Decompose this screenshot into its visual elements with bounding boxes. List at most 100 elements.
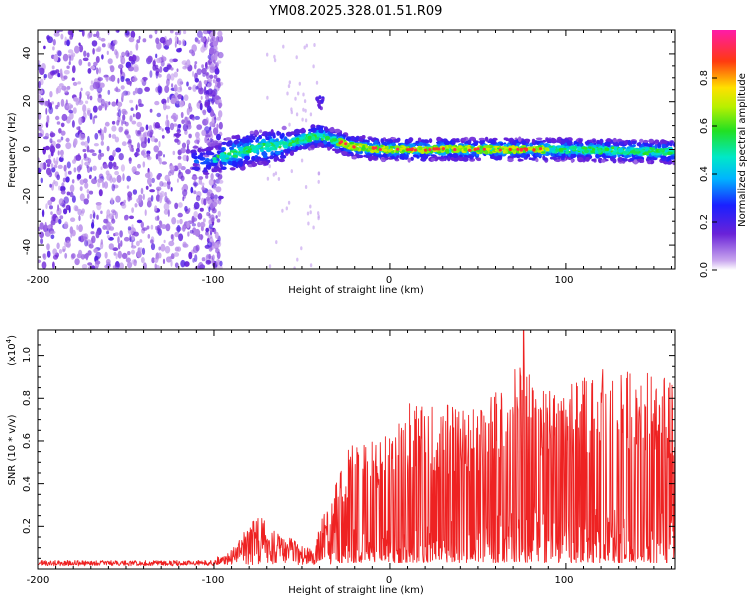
spectrogram-cell [86, 166, 91, 173]
spectrogram-cell [229, 167, 236, 171]
spectrogram-cell [642, 139, 649, 143]
spectrogram-cell [276, 131, 282, 136]
spectrogram-cell [99, 152, 105, 157]
spectrogram-cell [512, 148, 516, 152]
spectrogram-cell [98, 189, 103, 197]
spectrogram-cell [127, 251, 131, 256]
spectrogram-cell [65, 240, 71, 249]
spectrogram-cell [605, 152, 609, 156]
spectrogram-cell [291, 143, 297, 146]
spectrogram-cell [172, 123, 178, 127]
spectrogram-cell [122, 120, 127, 125]
spectrogram-cell [144, 86, 151, 92]
spectrogram-cell [275, 142, 280, 146]
spectrogram-cell [612, 137, 617, 143]
spectrogram-cell [87, 250, 92, 256]
spectrogram-cell [121, 203, 127, 209]
spectrogram-cell [529, 148, 533, 151]
spectrogram-cell [166, 129, 171, 134]
spectrogram-cell [198, 100, 202, 104]
spectrogram-cell [164, 245, 171, 254]
spectrogram-cell [132, 77, 138, 82]
spectrogram-cell [165, 119, 170, 128]
spectrogram-cell [137, 130, 141, 135]
spectrogram-cell [121, 51, 126, 57]
spectrogram-cell [186, 143, 189, 152]
spectrogram-cell [173, 252, 180, 257]
spectrogram-cell [166, 256, 172, 263]
spectrogram-cell [97, 130, 101, 134]
spectrogram-cell [285, 206, 288, 211]
spectrogram-cell [133, 262, 137, 267]
spectrogram-cell [650, 148, 654, 151]
spectrogram-cell [300, 127, 306, 133]
spectrogram-cell [258, 135, 262, 140]
spectrogram-cell [622, 150, 627, 154]
spectrogram-cell [93, 115, 98, 119]
spectrogram-cell [634, 148, 640, 152]
spectrogram-cell [461, 137, 467, 142]
spectrogram-cell [208, 178, 214, 186]
spectrogram-cell [306, 211, 310, 216]
spectrogram-cell [545, 138, 552, 143]
spectrogram-cell [265, 144, 271, 148]
spectrogram-xtick-label: 100 [554, 275, 573, 286]
spectrogram-cell [68, 205, 71, 214]
spectrogram-cell [121, 108, 127, 115]
spectrogram-cell [205, 259, 212, 265]
spectrogram-cell [220, 166, 227, 170]
spectrogram-peak [538, 147, 543, 151]
spectrogram-cell [219, 155, 224, 159]
spectrogram-cell [169, 165, 175, 171]
spectrogram-cell [618, 141, 624, 146]
spectrogram-cell [570, 153, 574, 160]
spectrogram-cell [212, 127, 219, 135]
spectrogram-cell [62, 53, 69, 62]
spectrogram-cell [399, 147, 405, 150]
spectrogram-cell [130, 107, 134, 111]
spectrogram-ylabel: Frequency (Hz) [7, 112, 18, 188]
spectrogram-cell [274, 171, 278, 176]
spectrogram-cell [272, 144, 276, 147]
spectrogram-cell [651, 157, 658, 161]
spectrogram-cell [307, 221, 310, 226]
spectrogram-cell [229, 146, 234, 150]
spectrogram-cell [268, 264, 272, 269]
spectrogram-cell [147, 234, 151, 239]
spectrogram-cell [102, 164, 109, 169]
spectrogram-cell [117, 242, 121, 250]
spectrogram-cell [310, 144, 316, 149]
spectrogram-cell [531, 138, 536, 143]
spectrogram-cell [259, 148, 264, 152]
spectrogram-cell [197, 213, 203, 220]
spectrogram-cell [592, 139, 596, 143]
spectrogram-cell [177, 162, 182, 169]
spectrogram-cell [534, 152, 540, 157]
spectrogram-cell [591, 158, 596, 162]
spectrogram-cell [153, 145, 159, 153]
spectrogram-cell [92, 116, 95, 125]
spectrogram-cell [57, 204, 60, 212]
spectrogram-cell [74, 258, 80, 266]
spectrogram-cell [318, 133, 324, 138]
spectrogram-cell [193, 201, 200, 210]
spectrogram-cell [358, 144, 362, 147]
spectrogram-cell [73, 97, 79, 102]
spectrogram-cell [145, 124, 149, 131]
spectrogram-cell [614, 146, 618, 150]
spectrogram-cell [194, 61, 198, 65]
spectrogram-cell [173, 71, 178, 78]
spectrogram-cell [361, 146, 366, 151]
spectrogram-cell [172, 58, 178, 63]
spectrogram-cell [151, 177, 156, 184]
spectrogram-cell [207, 78, 213, 83]
spectrogram-cell [407, 157, 411, 163]
spectrogram-cell [639, 138, 644, 143]
spectrogram-cell [211, 208, 217, 214]
spectrogram-cell [491, 155, 499, 160]
spectrogram-cell [71, 77, 75, 81]
spectrogram-cell [83, 233, 89, 241]
spectrogram-cell [194, 63, 197, 70]
spectrogram-cell [335, 149, 342, 152]
spectrogram-cell [279, 134, 284, 140]
